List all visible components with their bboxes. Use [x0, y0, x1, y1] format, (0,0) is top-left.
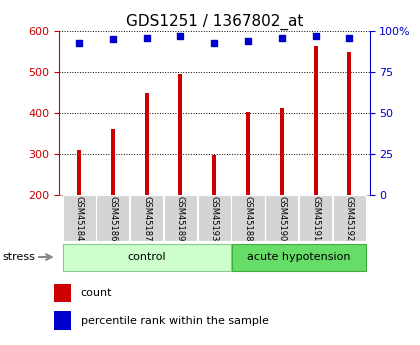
FancyBboxPatch shape	[333, 195, 366, 241]
Text: GSM45192: GSM45192	[345, 196, 354, 241]
Text: GSM45186: GSM45186	[108, 196, 117, 242]
Bar	[54, 311, 71, 330]
Point	[346, 35, 353, 40]
Text: GSM45193: GSM45193	[210, 196, 219, 242]
FancyBboxPatch shape	[63, 244, 231, 271]
Bar	[111, 129, 115, 195]
Point	[110, 37, 116, 42]
Point	[244, 38, 251, 44]
FancyBboxPatch shape	[265, 195, 298, 241]
Point	[312, 33, 319, 39]
FancyBboxPatch shape	[96, 195, 129, 241]
Bar	[280, 108, 284, 195]
Bar	[246, 112, 250, 195]
Bar	[144, 92, 149, 195]
Point	[177, 33, 184, 39]
Bar	[347, 51, 352, 195]
FancyBboxPatch shape	[299, 195, 332, 241]
Bar	[54, 284, 71, 302]
FancyBboxPatch shape	[164, 195, 197, 241]
FancyBboxPatch shape	[231, 195, 265, 241]
Text: count: count	[81, 288, 112, 298]
Point	[211, 40, 218, 45]
Title: GDS1251 / 1367802_at: GDS1251 / 1367802_at	[126, 13, 303, 30]
FancyBboxPatch shape	[232, 244, 366, 271]
Point	[143, 35, 150, 40]
Text: stress: stress	[2, 252, 35, 262]
FancyBboxPatch shape	[63, 195, 96, 241]
FancyBboxPatch shape	[130, 195, 163, 241]
Point	[278, 35, 285, 40]
Text: acute hypotension: acute hypotension	[247, 252, 350, 262]
FancyBboxPatch shape	[198, 195, 231, 241]
Text: control: control	[127, 252, 166, 262]
Text: GSM45184: GSM45184	[75, 196, 84, 242]
Bar	[77, 150, 81, 195]
Text: GSM45187: GSM45187	[142, 196, 151, 242]
Text: percentile rank within the sample: percentile rank within the sample	[81, 316, 268, 326]
Text: GSM45188: GSM45188	[244, 196, 252, 242]
Point	[76, 40, 82, 45]
Bar	[178, 74, 182, 195]
Text: GSM45191: GSM45191	[311, 196, 320, 241]
Text: GSM45189: GSM45189	[176, 196, 185, 242]
Bar	[313, 46, 318, 195]
Bar	[212, 155, 216, 195]
Text: GSM45190: GSM45190	[277, 196, 286, 241]
